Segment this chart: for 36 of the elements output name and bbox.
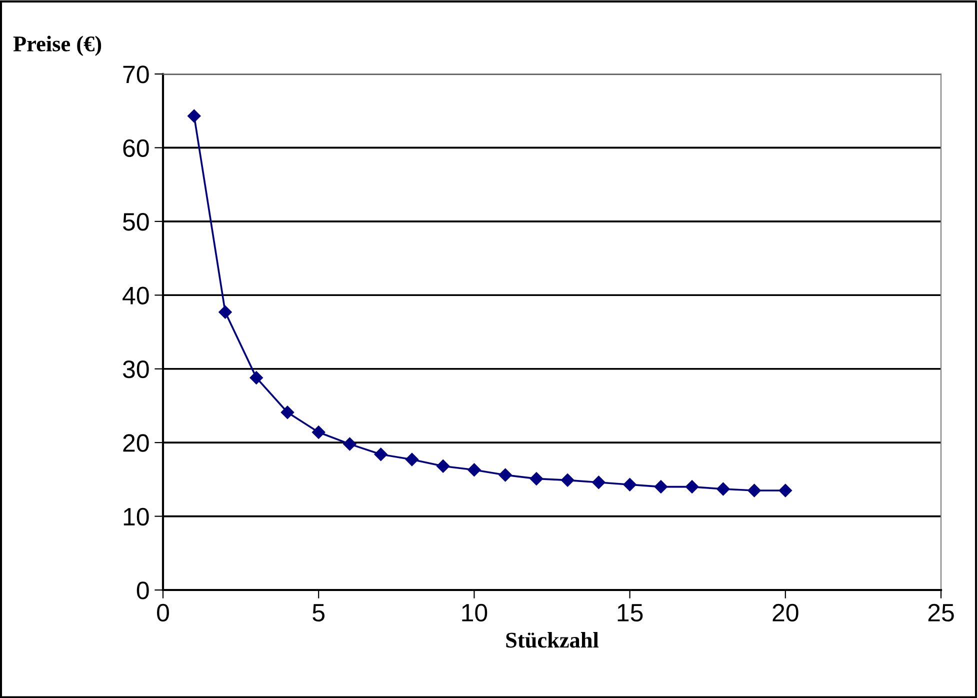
point bbox=[312, 426, 326, 439]
y-axis-title: Preise (€) bbox=[13, 36, 102, 56]
x-tick-label: 20 bbox=[772, 604, 798, 622]
point bbox=[778, 484, 792, 498]
y-tick-label: 10 bbox=[124, 508, 149, 526]
point bbox=[343, 437, 356, 451]
y-tick-label: 60 bbox=[123, 139, 149, 158]
point bbox=[188, 109, 201, 123]
point bbox=[748, 484, 761, 498]
y-tick-label: 30 bbox=[122, 360, 149, 378]
y-tick-label: 50 bbox=[123, 213, 149, 231]
point bbox=[530, 472, 544, 486]
x-tick-label: 25 bbox=[928, 604, 954, 622]
point bbox=[716, 482, 730, 496]
point bbox=[592, 476, 606, 489]
x-axis-title: Stückzahl bbox=[506, 632, 599, 648]
point bbox=[654, 480, 668, 494]
x-tick-label: 0 bbox=[157, 604, 169, 622]
point bbox=[560, 474, 574, 487]
x-tick-label: 15 bbox=[618, 604, 643, 622]
point bbox=[250, 371, 263, 384]
point bbox=[498, 468, 512, 482]
point bbox=[436, 460, 450, 473]
point bbox=[685, 480, 699, 494]
y-tick-label: 70 bbox=[123, 66, 149, 84]
point bbox=[468, 463, 481, 476]
point bbox=[374, 448, 388, 461]
point bbox=[623, 478, 636, 492]
x-tick-label: 5 bbox=[312, 604, 325, 622]
y-tick-label: 40 bbox=[122, 286, 149, 304]
point bbox=[218, 306, 232, 319]
point bbox=[405, 452, 419, 466]
point bbox=[280, 406, 294, 419]
y-tick-label: 0 bbox=[136, 582, 149, 600]
x-tick-label: 10 bbox=[462, 604, 488, 622]
y-tick-label: 20 bbox=[123, 434, 149, 452]
